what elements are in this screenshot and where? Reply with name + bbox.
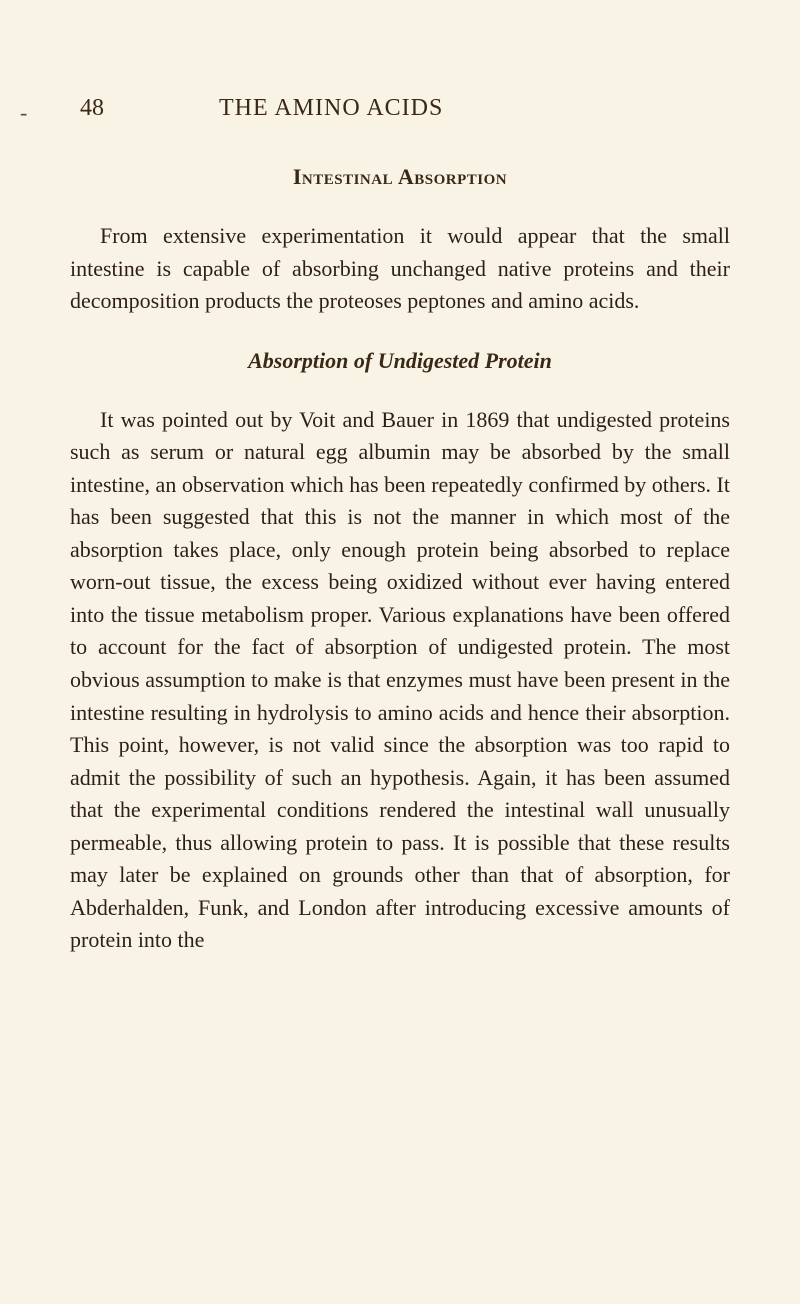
sub-heading-absorption: Absorption of Undigested Protein: [70, 348, 730, 374]
margin-dash: -: [20, 100, 27, 126]
page-header: 48 THE AMINO ACIDS: [70, 95, 730, 122]
section-heading-intestinal: Intestinal Absorption: [70, 164, 730, 190]
intro-paragraph: From extensive experimentation it would …: [70, 220, 730, 318]
running-header: THE AMINO ACIDS: [219, 95, 443, 122]
page-number: 48: [80, 95, 104, 122]
main-paragraph: It was pointed out by Voit and Bauer in …: [70, 404, 730, 957]
